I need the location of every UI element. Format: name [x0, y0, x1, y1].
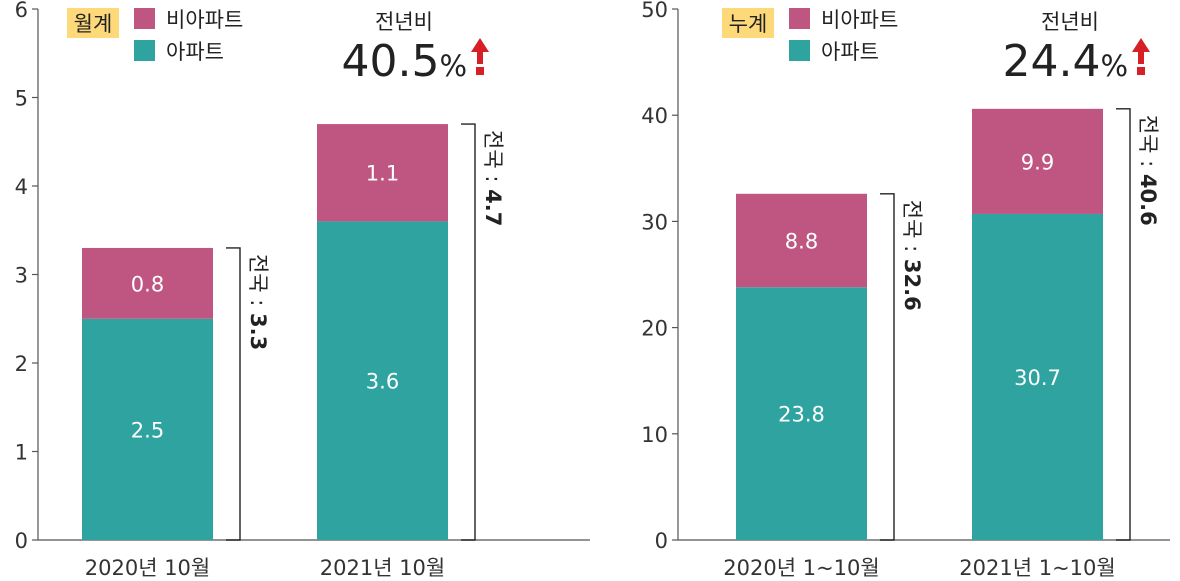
- x-tick-label: 2020년 10월: [85, 556, 210, 577]
- y-tick-label: 10: [641, 423, 668, 447]
- y-tick-label: 0: [655, 529, 668, 553]
- bar-value-label: 2.5: [131, 418, 164, 442]
- period-tag: 월계: [74, 12, 113, 36]
- period-tag: 누계: [729, 12, 768, 36]
- y-tick-label: 30: [641, 210, 668, 234]
- total-value: 32.6: [900, 259, 924, 311]
- legend-swatch: [134, 40, 155, 61]
- y-tick-label: 20: [641, 317, 668, 341]
- total-prefix: 전국 :: [900, 200, 924, 259]
- bar-value-label: 1.1: [366, 162, 399, 186]
- yoy-value: 40.5%: [341, 36, 467, 87]
- y-tick-label: 5: [15, 87, 28, 111]
- bar-non-apartment: [972, 108, 1103, 214]
- bar-value-label: 8.8: [785, 230, 818, 254]
- yoy-number: 40.5: [341, 36, 439, 87]
- x-tick-label: 2020년 1~10월: [723, 556, 879, 577]
- total-label: 전국 : 40.6: [1136, 115, 1160, 226]
- y-tick-label: 1: [15, 441, 28, 465]
- y-tick-label: 0: [15, 529, 28, 553]
- yoy-value: 24.4%: [1002, 36, 1128, 87]
- yoy-label: 전년비: [375, 10, 433, 34]
- total-bracket: [461, 123, 476, 541]
- total-label: 전국 : 3.3: [246, 254, 270, 350]
- total-label: 전국 : 32.6: [900, 200, 924, 311]
- bar-non-apartment: [82, 247, 213, 319]
- bar-value-label: 0.8: [131, 272, 164, 296]
- y-tick-label: 40: [641, 104, 668, 128]
- yoy-unit: %: [1100, 49, 1128, 83]
- total-label: 전국 : 4.7: [481, 130, 505, 226]
- up-arrow-dot: [1137, 67, 1145, 75]
- period-tag-bg: [67, 8, 119, 38]
- up-arrow-dot: [476, 67, 484, 75]
- yoy-label: 전년비: [1041, 10, 1099, 34]
- bar-apartment: [736, 287, 867, 540]
- total-value: 40.6: [1136, 174, 1160, 226]
- bar-apartment: [317, 221, 448, 540]
- chart-panel-1: 0 1 2 3 4 5 6 2.5 0.8 전국 : 3.3 2020년 10월 3.6 1.1 전국 :…: [15, 0, 590, 580]
- period-tag-bg: [722, 8, 774, 38]
- legend-swatch: [789, 8, 810, 29]
- bar-value-label: 3.6: [366, 370, 399, 394]
- y-tick-label: 50: [641, 0, 668, 22]
- yoy-unit: %: [439, 49, 467, 83]
- bar-non-apartment: [736, 193, 867, 288]
- total-bracket: [1116, 108, 1131, 541]
- up-arrow-icon: [471, 38, 489, 64]
- y-tick-label: 2: [15, 352, 28, 376]
- legend-swatch: [789, 40, 810, 61]
- legend-label: 비아파트: [166, 8, 243, 32]
- yoy-number: 24.4: [1002, 36, 1100, 87]
- total-prefix: 전국 :: [246, 254, 270, 313]
- legend-swatch: [134, 8, 155, 29]
- total-value: 3.3: [246, 313, 270, 350]
- total-prefix: 전국 :: [1136, 115, 1160, 174]
- y-tick-label: 3: [15, 264, 28, 288]
- legend-label: 아파트: [166, 40, 224, 64]
- legend-label: 비아파트: [821, 8, 898, 32]
- total-value: 4.7: [481, 189, 505, 226]
- y-tick-label: 6: [15, 0, 28, 22]
- total-bracket: [880, 193, 895, 541]
- total-prefix: 전국 :: [481, 130, 505, 189]
- legend-label: 아파트: [821, 40, 879, 64]
- y-tick-label: 4: [15, 175, 28, 199]
- x-tick-label: 2021년 1~10월: [959, 556, 1115, 577]
- bar-value-label: 9.9: [1021, 150, 1054, 174]
- x-tick-label: 2021년 10월: [320, 556, 445, 577]
- chart-panel-2: 0 10 20 30 40 50 23.8 8.8 전국 : 32.6 2020년 1~10월 30…: [641, 0, 1170, 580]
- bar-non-apartment: [317, 124, 448, 222]
- bar-value-label: 23.8: [778, 403, 825, 427]
- bar-apartment: [972, 213, 1103, 540]
- bar-value-label: 30.7: [1014, 366, 1061, 390]
- bar-apartment: [82, 318, 213, 540]
- up-arrow-icon: [1132, 38, 1150, 64]
- total-bracket: [226, 247, 241, 541]
